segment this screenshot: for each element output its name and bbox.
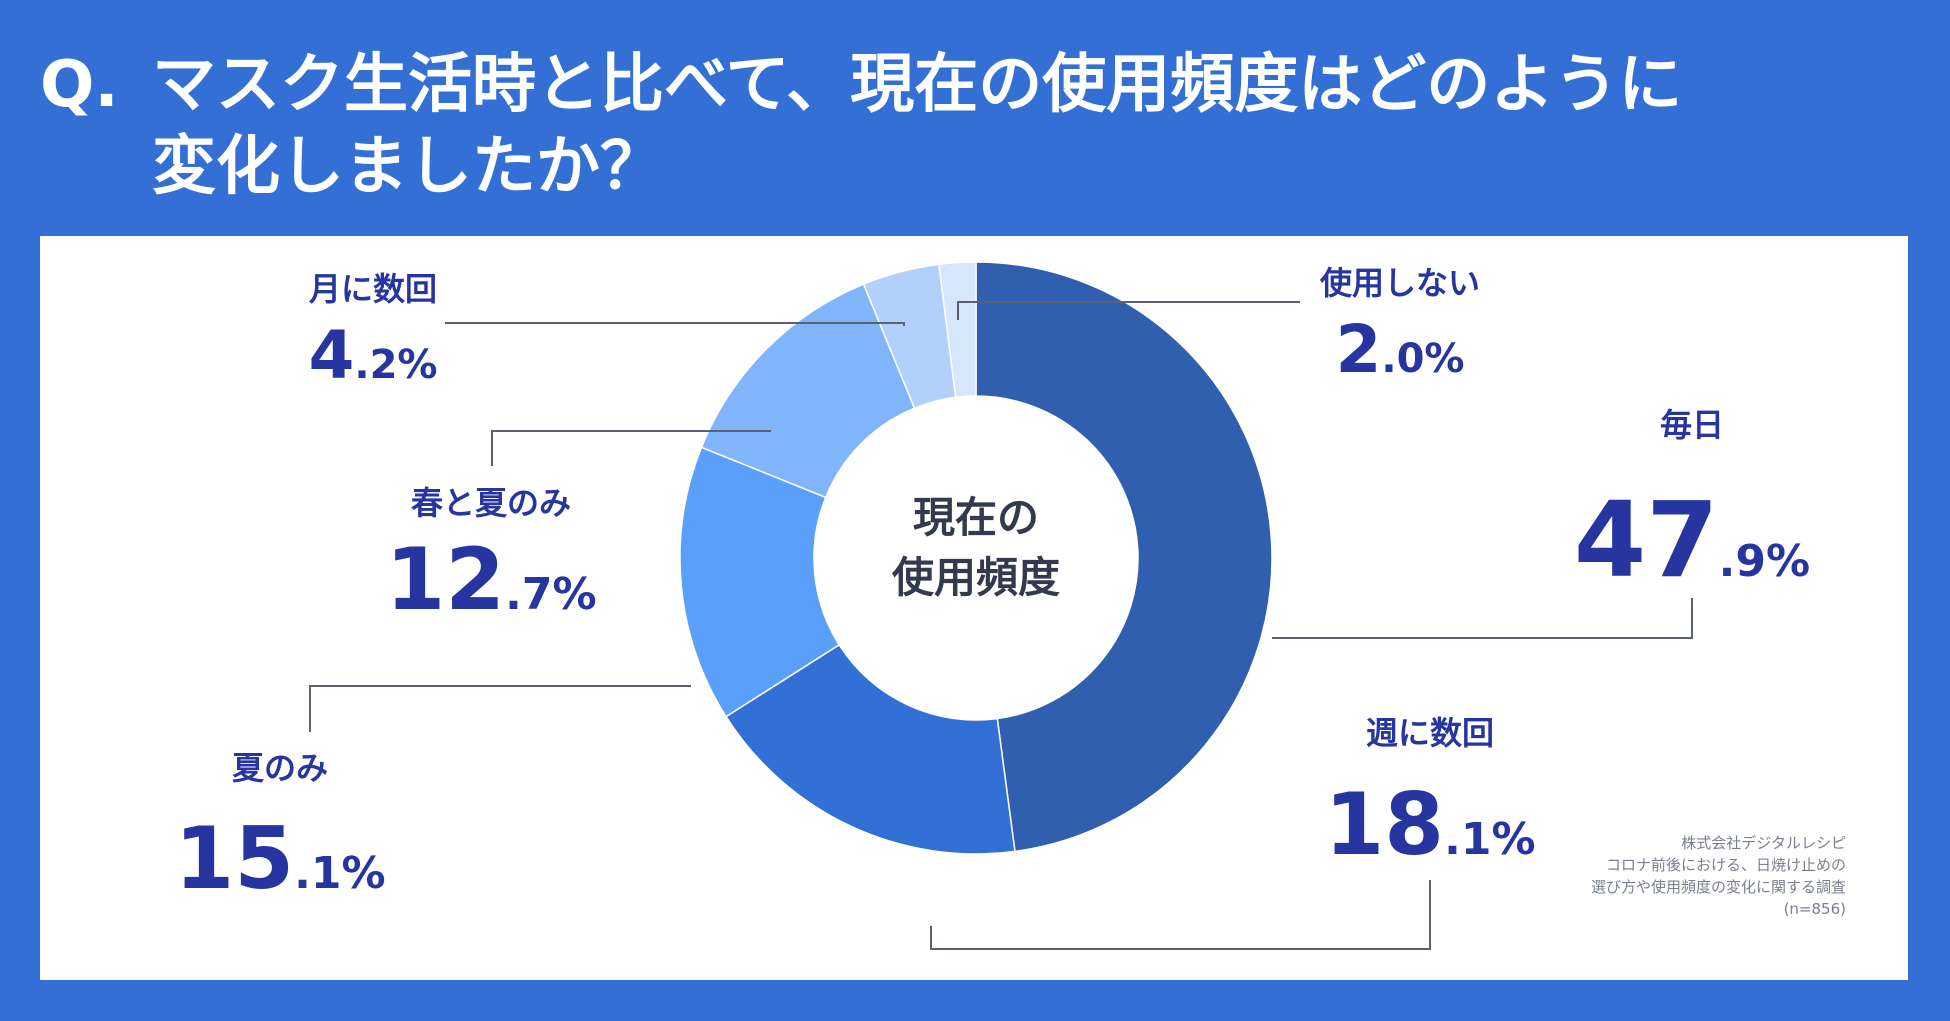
value-label-spring-summer: 12.7% — [385, 530, 596, 630]
value-label-daily: 47.9% — [1574, 479, 1810, 601]
value-label-monthly: 4.2% — [308, 317, 437, 394]
leader-line-summer-only — [309, 685, 691, 732]
source-line-4: (n=856) — [1783, 900, 1846, 918]
leader-lines — [309, 301, 1693, 950]
value-dec-weekly: .1% — [1444, 814, 1535, 865]
value-int-monthly: 4 — [308, 317, 354, 394]
leader-line-daily — [1272, 598, 1693, 639]
value-int-summer-only: 15 — [174, 809, 294, 909]
donut-slice-weekly — [725, 643, 1016, 855]
value-int-weekly: 18 — [1324, 775, 1444, 875]
donut-chart: 現在の 使用頻度 毎日 47.9% 週に数回 18.1% 夏のみ 15.1% 春… — [174, 261, 1810, 950]
source-line-3: 選び方や使用頻度の変化に関する調査 — [1590, 878, 1846, 896]
question-text: マスク生活時と比べて、現在の使用頻度はどのように 変化しましたか？ — [152, 44, 1892, 208]
center-label-line-1: 現在の — [913, 493, 1039, 542]
leader-line-monthly — [445, 322, 905, 326]
value-label-never: 2.0% — [1335, 311, 1464, 388]
leader-line-spring-summer — [491, 430, 771, 466]
donut-slice-summer-only — [679, 446, 841, 718]
question-prefix: Q. — [40, 48, 119, 122]
value-dec-summer-only: .1% — [294, 848, 385, 899]
source-note: 株式会社デジタルレシピ コロナ前後における、日焼け止めの 選び方や使用頻度の変化… — [1591, 832, 1846, 920]
donut-slice-never — [938, 261, 977, 399]
value-int-never: 2 — [1335, 311, 1381, 388]
value-dec-monthly: .2% — [354, 342, 437, 388]
leader-line-weekly — [930, 880, 1431, 950]
value-dec-daily: .9% — [1719, 536, 1810, 587]
question-line-2: 変化しましたか？ — [152, 130, 664, 204]
chart-panel: 現在の 使用頻度 毎日 47.9% 週に数回 18.1% 夏のみ 15.1% 春… — [40, 236, 1908, 980]
value-label-weekly: 18.1% — [1324, 775, 1535, 875]
donut-slice-daily — [975, 261, 1273, 853]
question-line-1: マスク生活時と比べて、現在の使用頻度はどのように — [152, 48, 1683, 122]
donut-slices — [679, 261, 1273, 855]
category-label-spring-summer: 春と夏のみ — [411, 484, 571, 522]
category-label-daily: 毎日 — [1660, 406, 1724, 444]
value-dec-never: .0% — [1381, 336, 1464, 382]
category-label-monthly: 月に数回 — [309, 270, 437, 308]
category-label-never: 使用しない — [1319, 264, 1480, 302]
value-label-summer-only: 15.1% — [174, 809, 385, 909]
center-label-line-2: 使用頻度 — [892, 553, 1060, 602]
leader-line-never — [957, 301, 1300, 320]
value-dec-spring-summer: .7% — [505, 569, 596, 620]
category-label-summer-only: 夏のみ — [232, 749, 328, 787]
source-line-1: 株式会社デジタルレシピ — [1681, 834, 1846, 852]
value-int-daily: 47 — [1574, 479, 1719, 601]
value-int-spring-summer: 12 — [385, 530, 505, 630]
category-label-weekly: 週に数回 — [1366, 714, 1494, 752]
source-line-2: コロナ前後における、日焼け止めの — [1605, 856, 1846, 874]
